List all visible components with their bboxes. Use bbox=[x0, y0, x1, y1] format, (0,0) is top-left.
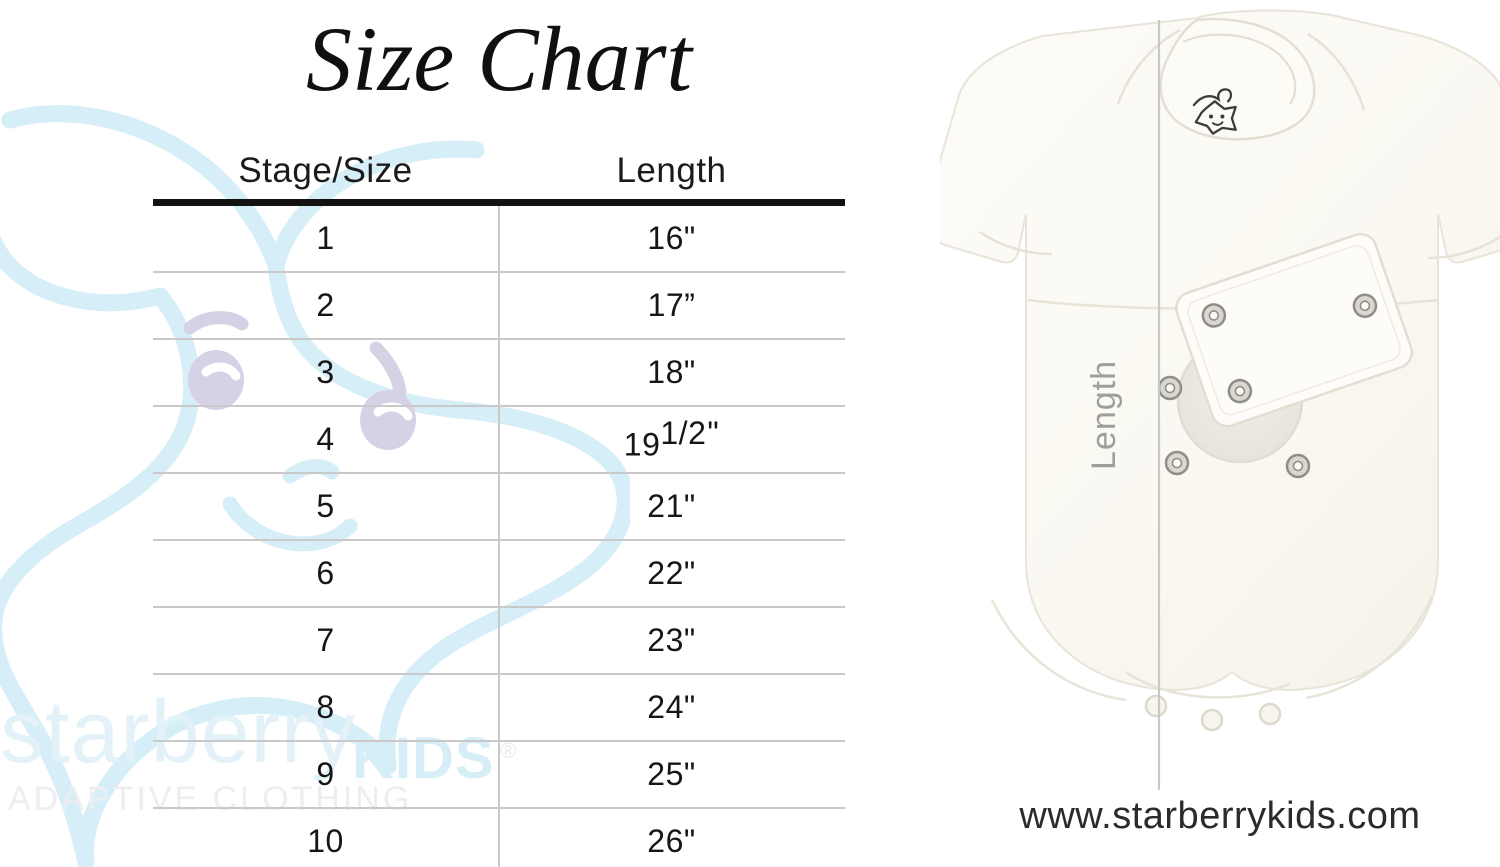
stage-value: 4 bbox=[316, 421, 335, 457]
table-body: 1 16" 2 17” 3 18" 4 191/2" 5 21" 6 22" 7 23" 8 24" 9 25" 1… bbox=[153, 206, 845, 867]
length-whole: 19 bbox=[623, 426, 661, 463]
website-url: www.starberrykids.com bbox=[1019, 795, 1421, 837]
table-row: 10 26" bbox=[153, 809, 845, 867]
length-fraction: 1/2 bbox=[660, 415, 707, 452]
cell-length: 23" bbox=[498, 608, 845, 673]
size-table: Stage/Size Length 1 16" 2 17” 3 18" 4 191/2" 5 21… bbox=[153, 128, 845, 867]
cell-stage-size: 1 bbox=[153, 206, 498, 271]
cell-stage-size: 7 bbox=[153, 608, 498, 673]
length-value: 26" bbox=[647, 823, 696, 859]
stage-value: 1 bbox=[316, 220, 335, 256]
cell-stage-size: 9 bbox=[153, 742, 498, 807]
cell-length: 22" bbox=[498, 541, 845, 606]
cell-length: 21" bbox=[498, 474, 845, 539]
length-value: 16" bbox=[647, 220, 696, 256]
product-photo-bodysuit bbox=[940, 0, 1500, 800]
length-unit: " bbox=[707, 415, 720, 452]
cell-length: 26" bbox=[498, 809, 845, 867]
length-annotation-label: Length bbox=[1085, 360, 1123, 470]
cell-stage-size: 6 bbox=[153, 541, 498, 606]
length-value: 25" bbox=[647, 756, 696, 792]
stage-value: 7 bbox=[316, 622, 335, 658]
length-value: 191/2" bbox=[624, 415, 719, 464]
cell-length: 16" bbox=[498, 206, 845, 271]
column-header-stage-size: Stage/Size bbox=[238, 151, 413, 190]
page-title: Size Chart bbox=[153, 2, 845, 120]
length-value: 24" bbox=[647, 689, 696, 725]
cell-length: 18" bbox=[498, 340, 845, 405]
stage-value: 9 bbox=[316, 756, 335, 792]
stage-value: 6 bbox=[316, 555, 335, 591]
cell-stage-size: 2 bbox=[153, 273, 498, 338]
cell-stage-size: 8 bbox=[153, 675, 498, 740]
table-header-row: Stage/Size Length bbox=[153, 128, 845, 190]
length-value: 23" bbox=[647, 622, 696, 658]
stage-value: 5 bbox=[316, 488, 335, 524]
header-cell-length: Length bbox=[498, 153, 845, 190]
column-header-length: Length bbox=[616, 151, 727, 190]
cell-length: 191/2" bbox=[498, 407, 845, 472]
stage-value: 3 bbox=[316, 354, 335, 390]
cell-length: 17” bbox=[498, 273, 845, 338]
stage-value: 8 bbox=[316, 689, 335, 725]
cell-stage-size: 5 bbox=[153, 474, 498, 539]
cell-length: 24" bbox=[498, 675, 845, 740]
header-rule-divider bbox=[153, 199, 845, 206]
length-value: 21" bbox=[647, 488, 696, 524]
length-value: 18" bbox=[647, 354, 696, 390]
column-divider bbox=[498, 206, 500, 867]
cell-stage-size: 3 bbox=[153, 340, 498, 405]
length-value: 22" bbox=[647, 555, 696, 591]
length-value: 17” bbox=[647, 287, 696, 323]
cell-stage-size: 10 bbox=[153, 809, 498, 867]
stage-value: 10 bbox=[307, 823, 344, 859]
stage-value: 2 bbox=[316, 287, 335, 323]
page-title-text: Size Chart bbox=[306, 8, 694, 110]
cell-length: 25" bbox=[498, 742, 845, 807]
cell-stage-size: 4 bbox=[153, 407, 498, 472]
brand-neck-logo-icon bbox=[1192, 88, 1237, 135]
header-cell-stage: Stage/Size bbox=[153, 153, 498, 190]
